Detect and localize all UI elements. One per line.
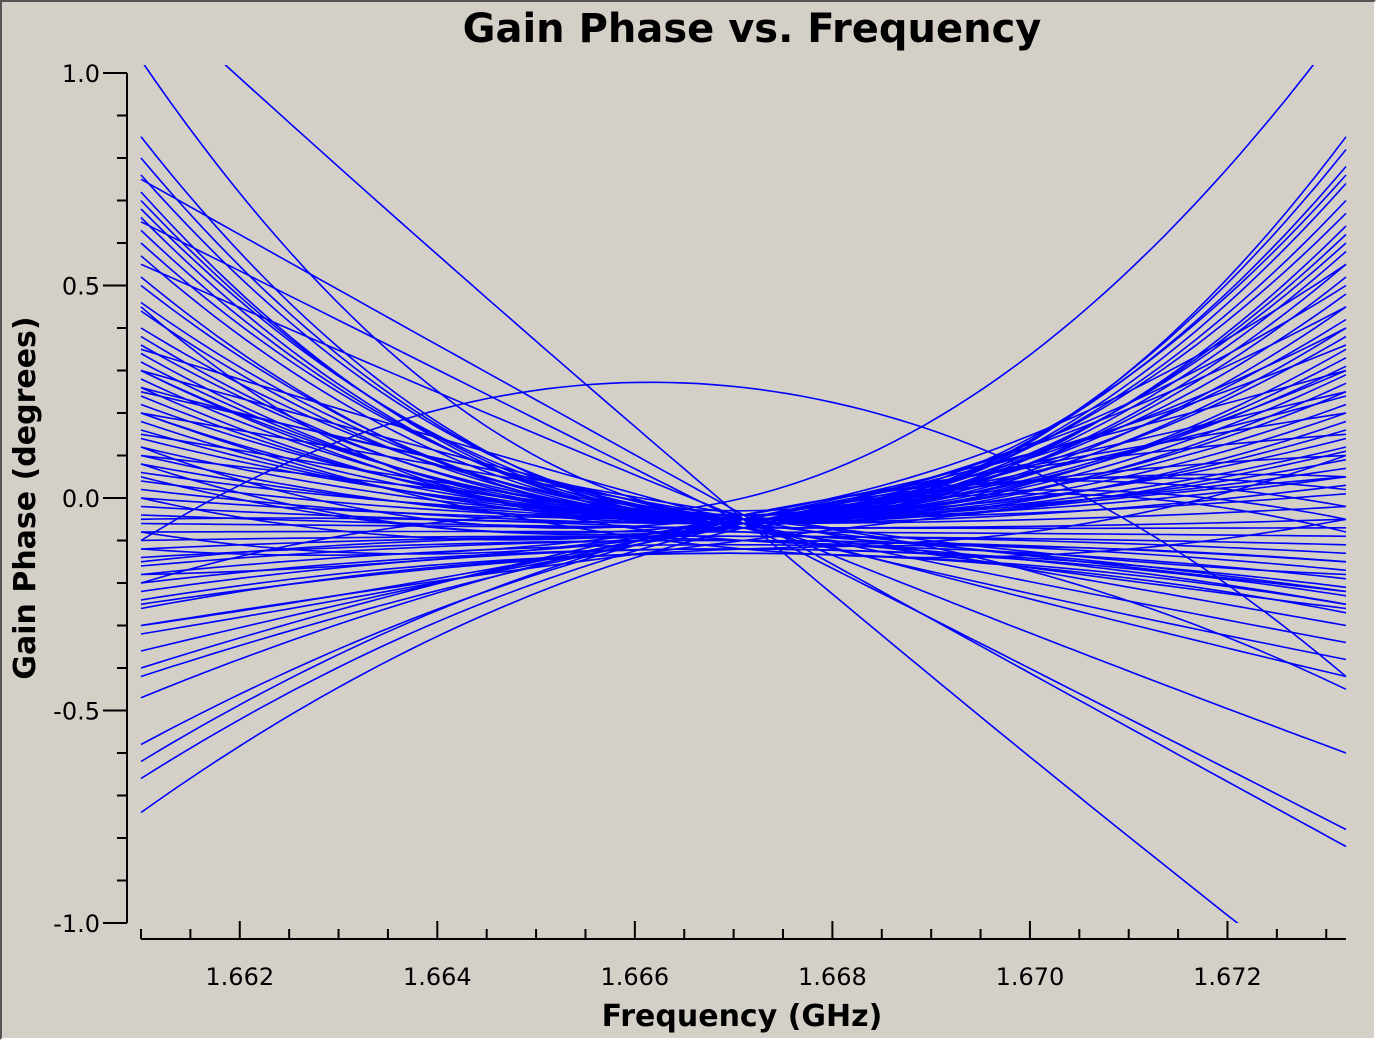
series-line [140, 544, 1347, 606]
series-line [224, 65, 1239, 923]
series-line [140, 276, 1347, 521]
y-tick-label: 0.0 [62, 485, 100, 513]
series-line [140, 348, 1347, 678]
series-line [140, 369, 1347, 536]
series-line [140, 386, 1347, 576]
x-axis-title: Frequency (GHz) [602, 999, 883, 1034]
y-tick-label: 1.0 [62, 60, 100, 88]
series-line [140, 157, 1347, 521]
series-line [140, 381, 1347, 678]
series-line [140, 489, 1347, 780]
series-line [140, 412, 1347, 521]
x-tick-label: 1.662 [205, 963, 274, 991]
y-tick-label: -1.0 [53, 910, 100, 938]
series-line [140, 65, 1315, 514]
x-tick-label: 1.666 [600, 963, 669, 991]
x-ticks: 1.662 1.664 1.666 1.668 1.670 1.672 [140, 921, 1328, 991]
x-tick-label: 1.664 [403, 963, 472, 991]
y-ticks: 1.0 0.5 0.0 -0.5 -1.0 [53, 60, 127, 938]
series-line [140, 552, 1347, 614]
series-line [140, 263, 1347, 529]
series-line [140, 535, 1347, 555]
x-tick-label: 1.672 [1193, 963, 1262, 991]
x-tick-label: 1.670 [996, 963, 1065, 991]
series-line [140, 395, 1347, 576]
series-line [140, 391, 1347, 644]
series-line [140, 450, 1347, 525]
y-tick-label: 0.5 [62, 273, 100, 301]
series-line [140, 136, 1347, 525]
series-group [140, 65, 1347, 923]
series-line [140, 517, 1347, 593]
series-line [140, 543, 1347, 580]
series-line [140, 476, 1347, 627]
series-line [140, 552, 1347, 606]
y-tick-label: -0.5 [53, 698, 100, 726]
x-tick-label: 1.668 [798, 963, 867, 991]
series-line [140, 178, 1347, 848]
y-axis-title: Gain Phase (degrees) [8, 316, 43, 679]
chart-title: Gain Phase vs. Frequency [463, 6, 1042, 52]
